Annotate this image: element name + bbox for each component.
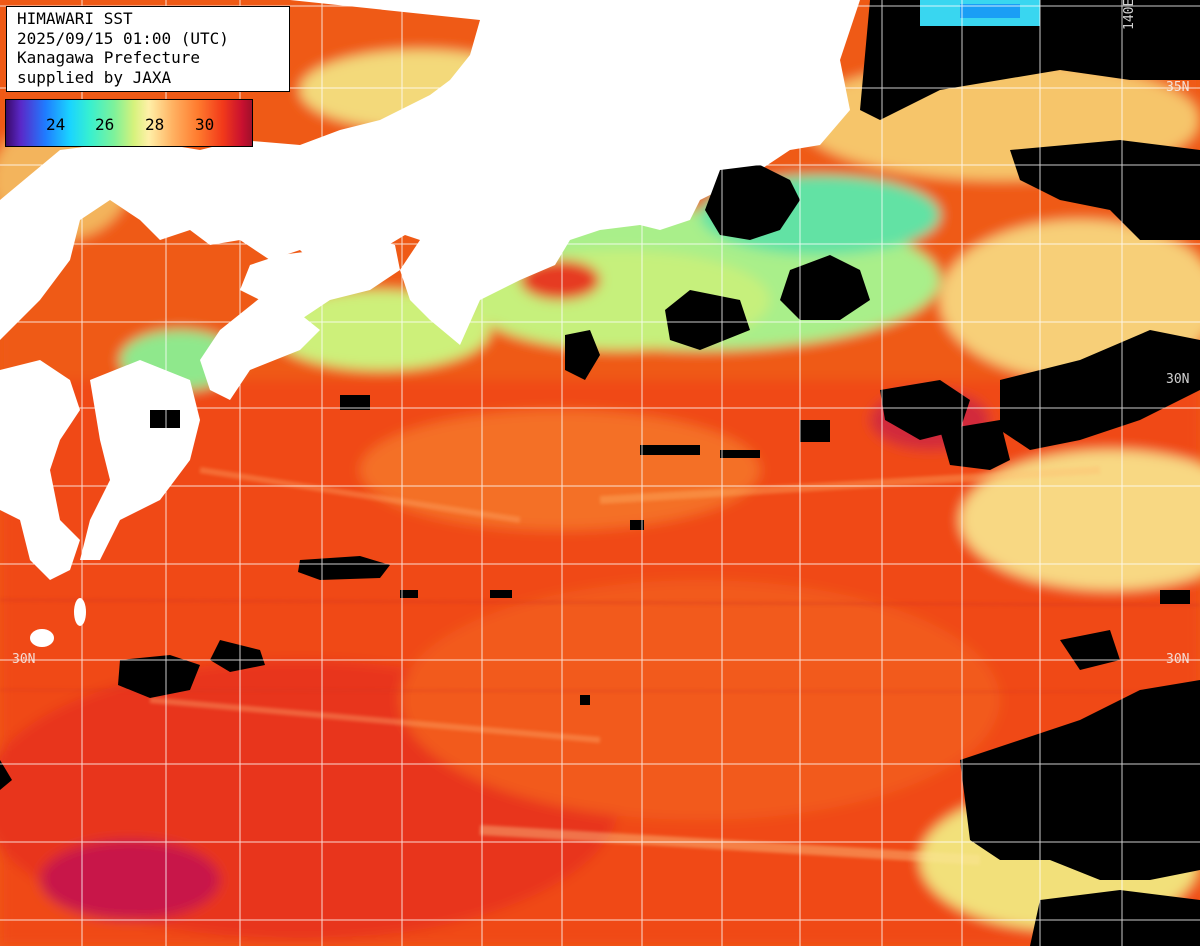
temperature-color-scale: 24 26 28 30	[5, 99, 253, 147]
data-credit: supplied by JAXA	[17, 67, 172, 87]
legend-tick-26: 26	[95, 115, 115, 134]
region-name: Kanagawa Prefecture	[17, 48, 201, 67]
product-title: HIMAWARI SST	[17, 9, 133, 28]
lat-label-30n-east: 30N	[1166, 372, 1190, 387]
legend-tick-24: 24	[46, 115, 66, 134]
lon-label-140e: 140E	[1122, 0, 1137, 30]
info-box: HIMAWARI SST 2025/09/15 01:00 (UTC) Kana…	[6, 6, 290, 92]
lat-label-35n: 35N	[1166, 80, 1190, 95]
legend-tick-30: 30	[195, 115, 215, 134]
sst-streaks	[0, 466, 1200, 865]
lat-label-30n-left: 30N	[12, 652, 36, 667]
legend-tick-28: 28	[145, 115, 165, 134]
cold-water-patch	[920, 0, 1040, 26]
lat-label-30n-right: 30N	[1166, 652, 1190, 667]
observation-datetime: 2025/09/15 01:00 (UTC)	[17, 28, 229, 48]
